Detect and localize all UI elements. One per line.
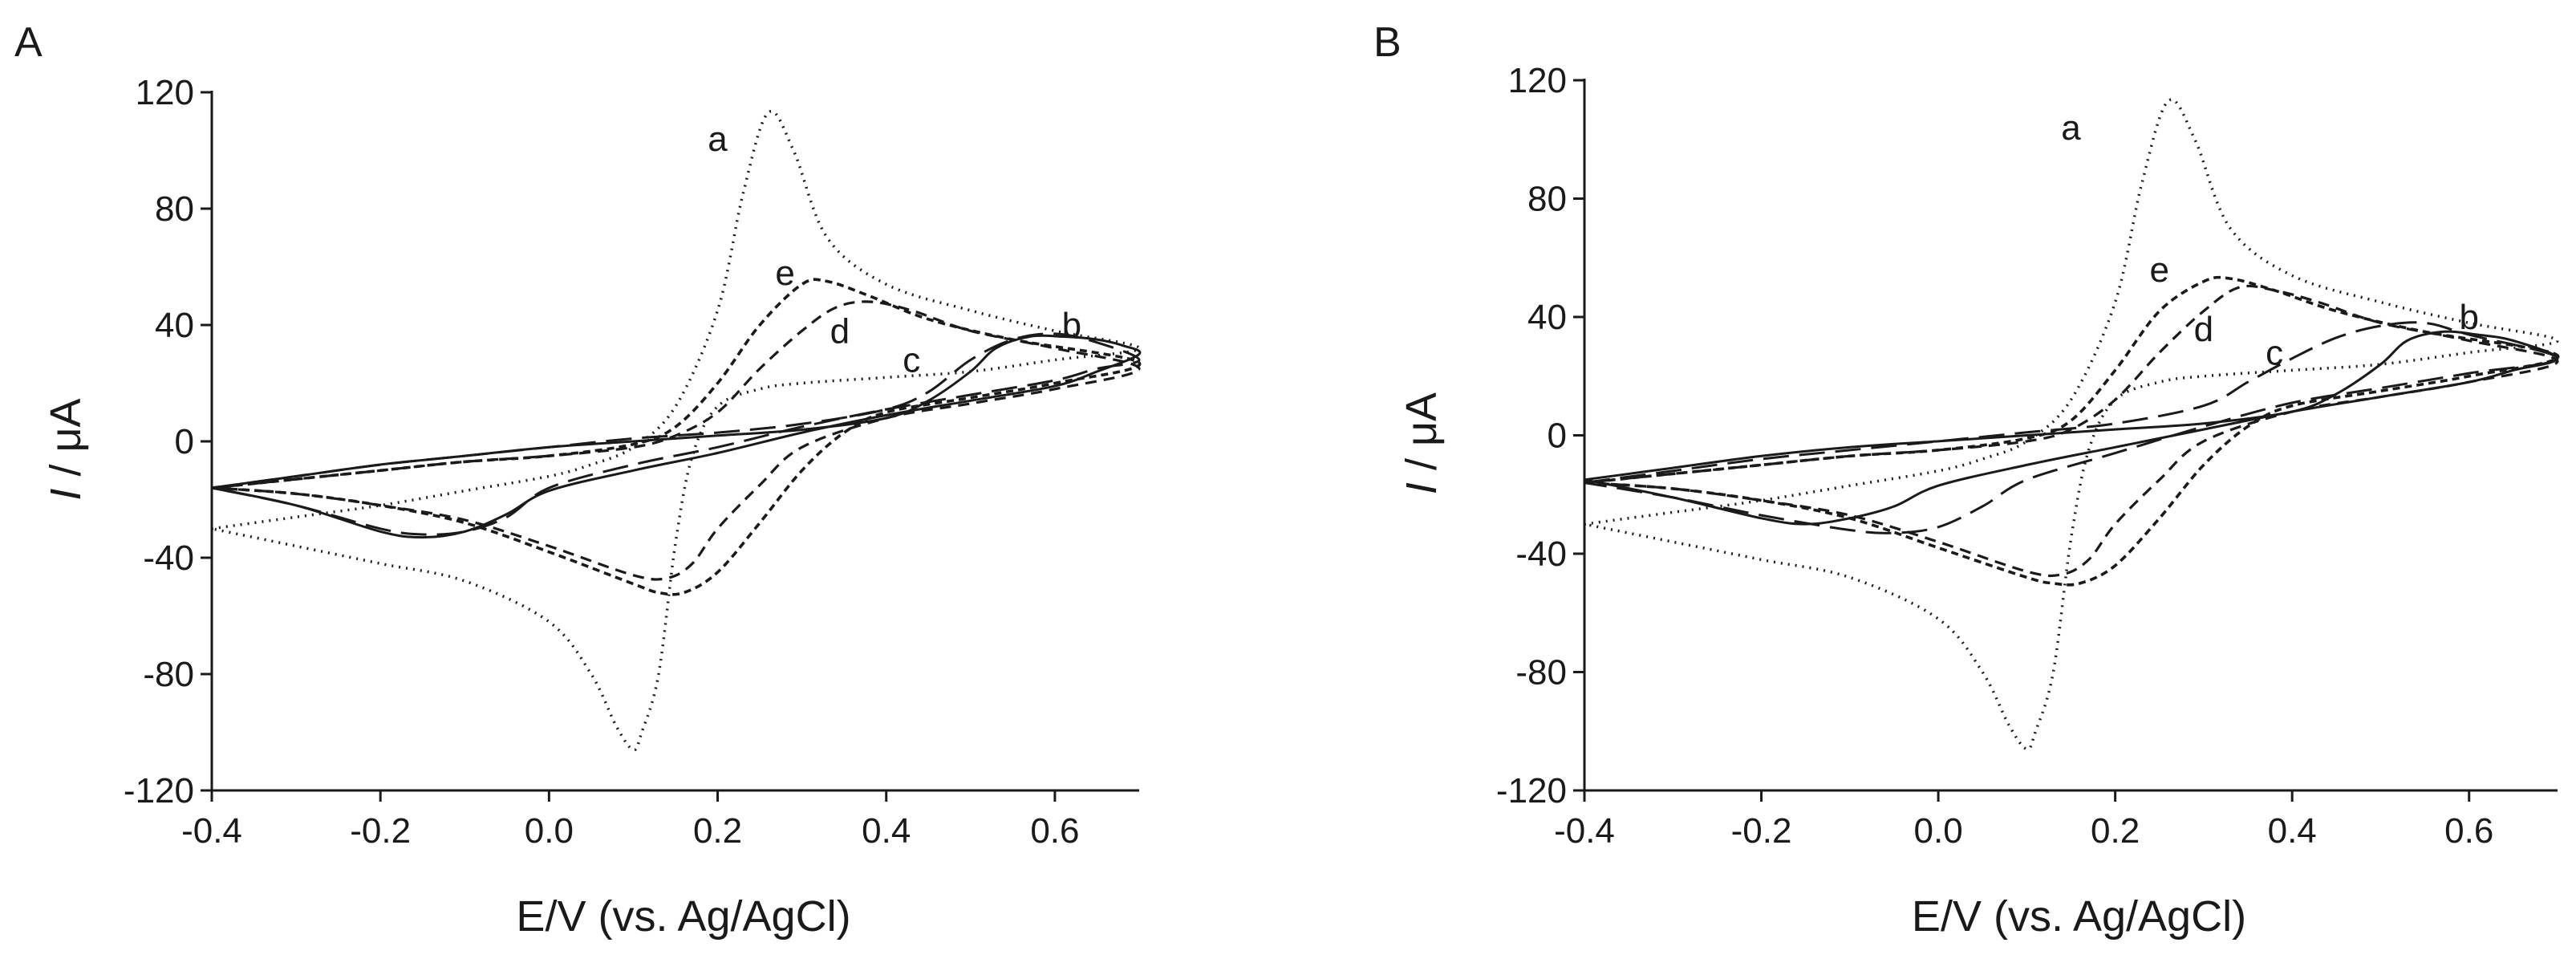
y-tick-label: 120: [136, 73, 194, 112]
y-tick-label: -40: [143, 538, 194, 578]
curve-e: [1584, 275, 2560, 587]
x-axis-title: E/V (vs. Ag/AgCl): [1912, 892, 2246, 941]
y-tick-label: -80: [143, 655, 194, 694]
x-tick-label: 0.6: [2444, 811, 2493, 851]
y-tick-label: 0: [175, 422, 194, 461]
y-tick-label: -120: [1496, 771, 1567, 811]
y-tick-label: 120: [1508, 61, 1567, 100]
y-tick-label: 40: [155, 306, 194, 345]
y-axis-title: I / μA: [1398, 392, 1446, 494]
curve-c: [211, 332, 1141, 536]
y-axis-title-unit: / μA: [42, 398, 90, 488]
curve-label-b: b: [2459, 298, 2478, 337]
panel-label: A: [14, 19, 43, 66]
x-tick-label: 0.2: [2091, 811, 2140, 851]
y-tick-label: -120: [124, 771, 194, 811]
curve-label-d: d: [2194, 310, 2213, 349]
y-tick-label: 80: [1527, 180, 1567, 219]
y-axis-title-symbol: I: [42, 489, 90, 501]
x-tick-label: -0.4: [1554, 811, 1615, 851]
curve-label-e: e: [2150, 250, 2169, 290]
curve-label-c: c: [903, 341, 920, 380]
y-tick-label: 80: [155, 189, 194, 229]
x-tick-label: 0.0: [525, 811, 574, 851]
panel-b: B -120 -80 -40 0 40 80 120 -0.4 -0.2 0.0 0.2 0.4 0.6 E…: [1373, 19, 2560, 941]
x-tick-label: -0.2: [350, 811, 411, 851]
curve-label-e: e: [775, 254, 794, 293]
curve-d: [1584, 284, 2559, 578]
x-tick-label: 0.6: [1030, 811, 1079, 851]
x-axis-title: E/V (vs. Ag/AgCl): [516, 892, 850, 941]
curve-e: [211, 278, 1142, 596]
y-tick-label: -80: [1515, 653, 1567, 693]
y-axis-title-symbol: I: [1398, 482, 1446, 494]
x-tick-label: 0.4: [862, 811, 911, 851]
x-tick-label: 0.0: [1914, 811, 1963, 851]
panel-a: A -120 -80 -40 0 40 80 120 -0.4 -0.2 0.0 0.2 0.4 0.6 E…: [14, 19, 1142, 941]
curve-label-d: d: [830, 311, 850, 351]
y-axis-title: I / μA: [42, 398, 90, 500]
x-tick-label: 0.4: [2268, 811, 2317, 851]
curve-label-a: a: [708, 120, 728, 159]
panel-label: B: [1373, 19, 1402, 66]
curve-label-c: c: [2266, 333, 2283, 372]
x-tick-label: -0.4: [181, 811, 242, 851]
y-tick-label: -40: [1515, 534, 1567, 574]
curve-label-b: b: [1062, 306, 1081, 345]
curve-a: [1584, 98, 2559, 751]
curve-b: [211, 334, 1142, 539]
y-tick-label: 40: [1527, 298, 1567, 337]
curve-a: [211, 110, 1141, 752]
x-tick-label: 0.2: [693, 811, 742, 851]
curve-c: [1584, 321, 2559, 534]
y-axis-title-unit: / μA: [1398, 392, 1446, 482]
curve-label-a: a: [2061, 108, 2081, 148]
x-tick-label: -0.2: [1731, 811, 1792, 851]
y-tick-label: 0: [1548, 416, 1567, 456]
